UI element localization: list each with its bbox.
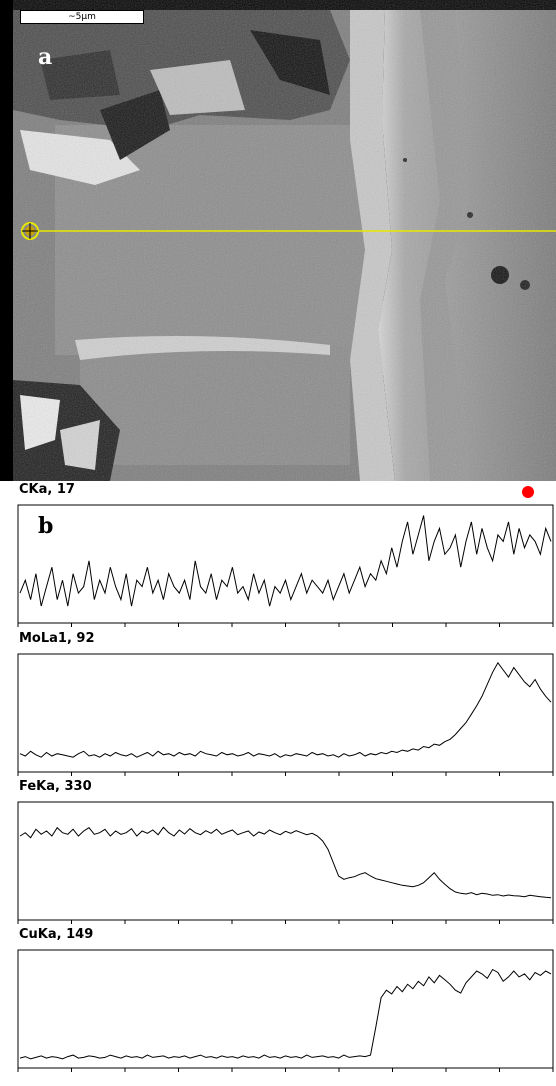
trace-label-cka: CKa, 17	[19, 482, 75, 497]
panel-label-b: b	[38, 513, 54, 539]
trace-panel-0	[17, 504, 554, 627]
trace-frame	[17, 949, 554, 1069]
trace-label-cuka: CuKa, 149	[19, 927, 94, 942]
trace-panel-1	[17, 653, 554, 776]
trace-line-cuka	[19, 968, 552, 1060]
linescan-start-marker	[21, 222, 39, 240]
sem-micrograph	[0, 0, 556, 481]
trace-frame	[17, 653, 554, 773]
trace-label-feka: FeKa, 330	[19, 779, 92, 794]
position-marker-dot	[522, 486, 534, 498]
linescan-traces	[17, 504, 554, 1072]
scale-bar: ~5µm	[20, 10, 144, 24]
trace-line-feka	[19, 826, 552, 899]
trace-line-cka	[19, 515, 552, 607]
trace-line-mola1	[19, 661, 552, 758]
trace-frame	[17, 801, 554, 921]
trace-panel-3	[17, 949, 554, 1072]
micrograph-image	[0, 0, 556, 481]
panel-label-a: a	[38, 44, 53, 70]
trace-panel-2	[17, 801, 554, 924]
trace-label-mola1: MoLa1, 92	[19, 631, 95, 646]
trace-frame	[17, 504, 554, 624]
